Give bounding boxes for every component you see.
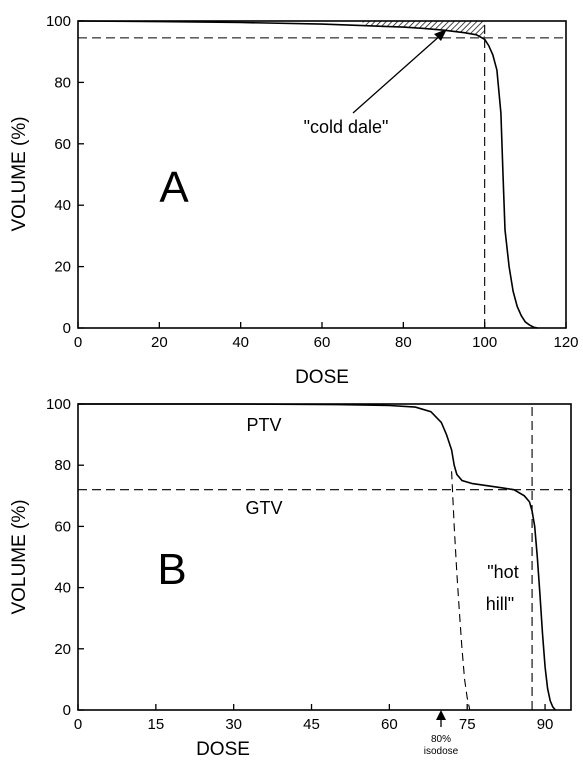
ptv-label: PTV xyxy=(246,415,281,435)
panel-a-y-axis-title: VOLUME (%) xyxy=(9,116,30,231)
panel-b-y-tick-label: 40 xyxy=(54,580,71,597)
cold-dale-annotation: "cold dale" xyxy=(304,117,389,137)
panel-b-letter: B xyxy=(157,545,186,594)
panel-b-plot-frame xyxy=(77,403,572,711)
panel-a-x-tick-label: 80 xyxy=(395,334,412,351)
panel-b-x-tick-label: 15 xyxy=(147,716,164,733)
panel-b-x-tick-label: 75 xyxy=(459,716,476,733)
panel-b-y-tick-label: 80 xyxy=(54,457,71,474)
panel-a-x-tick-label: 60 xyxy=(314,334,331,351)
panel-b-x-tick-label: 60 xyxy=(381,716,398,733)
panel-a-ticks: 0 20 40 60 80 100 120 0 20 40 60 80 100 xyxy=(46,13,579,351)
panel-a-plot-frame xyxy=(77,20,567,329)
panel-b-ticks: 0 15 30 45 60 75 90 0 20 40 60 80 100 xyxy=(46,396,553,733)
panel-a-series xyxy=(77,20,566,329)
panel-b-x-axis-title: DOSE xyxy=(196,739,250,760)
panel-b-series-line-ptv xyxy=(78,403,557,711)
panel-a-chart: 0 20 40 60 80 100 120 0 20 40 60 80 100 DOSE VOLUME … xyxy=(9,13,579,388)
panel-a-y-tick-label: 60 xyxy=(54,136,71,153)
cold-dale-arrow xyxy=(352,29,447,114)
panel-b-y-tick-label: 100 xyxy=(46,396,71,413)
panel-b-y-axis-title: VOLUME (%) xyxy=(9,499,30,614)
isodose-note-line2: isodose xyxy=(424,746,459,757)
panel-b-y-tick-label: 20 xyxy=(54,641,71,658)
cold-dale-hatched-region xyxy=(362,21,485,40)
gtv-label: GTV xyxy=(245,498,282,518)
panel-a-series-line-1 xyxy=(77,20,538,329)
isodose-arrow xyxy=(436,710,446,727)
panel-a-y-tick-label: 40 xyxy=(54,197,71,214)
panel-a-x-tick-label: 0 xyxy=(74,334,82,351)
panel-a-x-tick-label: 20 xyxy=(151,334,168,351)
panel-a-letter: A xyxy=(159,163,189,212)
panel-b-series-line-gtv xyxy=(451,471,471,711)
panel-b-x-tick-label: 30 xyxy=(225,716,242,733)
panel-a-x-tick-label: 100 xyxy=(472,334,497,351)
hot-hill-label-line1: "hot xyxy=(487,562,518,582)
panel-a-y-tick-label: 80 xyxy=(54,74,71,91)
panel-a-x-axis-title: DOSE xyxy=(295,367,349,388)
hot-hill-label-line2: hill" xyxy=(486,594,514,614)
panel-b-x-tick-label: 0 xyxy=(74,716,82,733)
cold-dale-hatch-fill xyxy=(362,21,485,40)
panel-b-chart: 0 15 30 45 60 75 90 0 20 40 60 80 100 DOSE VOLUME (%… xyxy=(9,396,572,760)
panel-a-x-tick-label: 40 xyxy=(232,334,249,351)
panel-a-y-tick-label: 20 xyxy=(54,259,71,276)
panel-a-y-tick-label: 100 xyxy=(46,13,71,30)
isodose-note-line1: 80% xyxy=(431,734,451,745)
panel-b-x-tick-label: 90 xyxy=(537,716,554,733)
panel-a-y-tick-label: 0 xyxy=(63,320,71,337)
panel-b-series xyxy=(78,403,571,711)
panel-b-y-tick-label: 60 xyxy=(54,518,71,535)
panel-b-y-tick-label: 0 xyxy=(63,702,71,719)
panel-b-x-tick-label: 45 xyxy=(303,716,320,733)
panel-a-x-tick-label: 120 xyxy=(553,334,578,351)
